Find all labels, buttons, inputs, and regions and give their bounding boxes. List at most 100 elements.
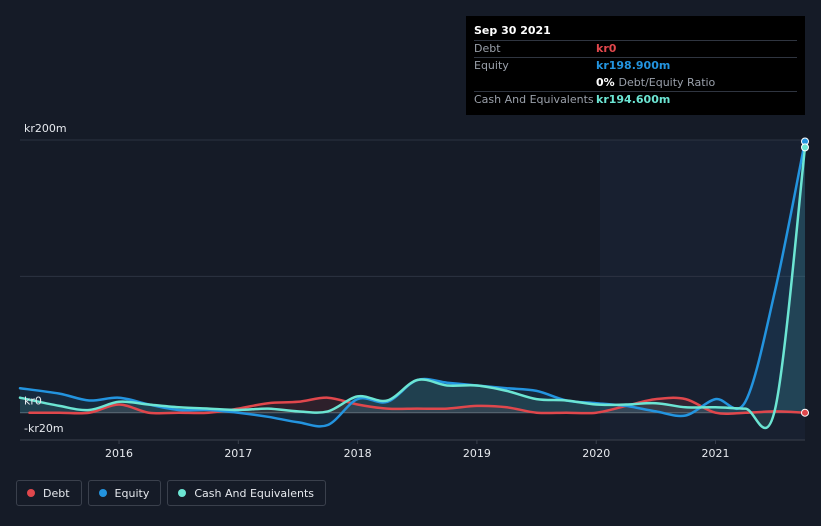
y-tick-label: kr200m <box>24 122 67 135</box>
tooltip-value-ratio: 0% Debt/Equity Ratio <box>596 75 715 91</box>
point-cash-and-equivalents <box>207 407 210 410</box>
legend-label-cash: Cash And Equivalents <box>194 486 314 500</box>
point-cash-and-equivalents <box>18 396 21 399</box>
point-cash-and-equivalents <box>88 408 91 411</box>
point-cash-and-equivalents <box>445 384 448 387</box>
point-cash-and-equivalents <box>505 389 508 392</box>
x-tick-label: 2017 <box>224 447 252 460</box>
point-debt <box>654 397 657 400</box>
tooltip-value-equity: kr198.900m <box>596 59 671 72</box>
point-debt <box>207 411 210 414</box>
point-equity <box>774 288 777 291</box>
point-debt <box>326 396 329 399</box>
legend-label-debt: Debt <box>43 486 70 500</box>
tooltip-label-cash: Cash And Equivalents <box>474 93 594 106</box>
ratio-caption: Debt/Equity Ratio <box>618 76 716 89</box>
point-equity <box>18 387 21 390</box>
y-tick-label: -kr20m <box>24 422 64 435</box>
end-marker-cash-and-equivalents <box>801 143 809 152</box>
point-cash-and-equivalents <box>475 384 478 387</box>
point-equity <box>117 396 120 399</box>
point-equity <box>654 410 657 413</box>
point-equity <box>356 397 359 400</box>
point-debt <box>28 411 31 414</box>
y-axis-labels: kr200m kr0 -kr20m <box>24 122 67 435</box>
point-debt <box>684 397 687 400</box>
end-marker-debt <box>801 408 809 417</box>
x-axis-labels: 2016 2017 2018 2019 2020 2021 <box>105 440 730 460</box>
tooltip-label-equity: Equity <box>474 59 509 72</box>
point-cash-and-equivalents <box>326 410 329 413</box>
tooltip-value-debt: kr0 <box>596 42 617 55</box>
point-cash-and-equivalents <box>296 410 299 413</box>
legend-dot-equity <box>98 489 107 497</box>
point-cash-and-equivalents <box>565 399 568 402</box>
point-equity <box>445 381 448 384</box>
point-cash-and-equivalents <box>356 395 359 398</box>
point-equity <box>684 414 687 417</box>
point-cash-and-equivalents <box>147 403 150 406</box>
point-cash-and-equivalents <box>774 407 777 410</box>
x-tick-label: 2016 <box>105 447 133 460</box>
point-debt <box>267 402 270 405</box>
point-debt <box>177 411 180 414</box>
legend-item-debt[interactable]: Debt <box>16 480 82 506</box>
point-equity <box>326 423 329 426</box>
x-tick-label: 2019 <box>463 447 491 460</box>
point-debt <box>356 403 359 406</box>
point-cash-and-equivalents <box>684 406 687 409</box>
tooltip-panel: Sep 30 2021 Debt kr0 Equity kr198.900m 0… <box>466 16 805 115</box>
point-equity <box>177 408 180 411</box>
legend-label-equity: Equity <box>114 486 150 500</box>
end-markers <box>18 137 809 426</box>
point-cash-and-equivalents <box>416 378 419 381</box>
point-debt <box>714 411 717 414</box>
point-cash-and-equivalents <box>654 402 657 405</box>
point-debt <box>416 407 419 410</box>
point-equity <box>535 389 538 392</box>
line-cash-and-equivalents <box>18 146 807 430</box>
line-debt <box>28 396 807 416</box>
ratio-value: 0% <box>596 76 615 89</box>
point-debt <box>595 411 598 414</box>
point-cash-and-equivalents <box>595 403 598 406</box>
tooltip-row-cash: Cash And Equivalents kr194.600m <box>474 91 797 108</box>
point-equity <box>58 392 61 395</box>
point-debt <box>88 411 91 414</box>
point-debt <box>744 411 747 414</box>
point-cash-and-equivalents <box>237 408 240 411</box>
point-equity <box>296 421 299 424</box>
point-debt <box>296 400 299 403</box>
x-tick-label: 2018 <box>344 447 372 460</box>
x-tick-label: 2021 <box>702 447 730 460</box>
point-equity <box>88 399 91 402</box>
point-cash-and-equivalents <box>386 399 389 402</box>
point-debt <box>565 411 568 414</box>
point-debt <box>58 411 61 414</box>
point-debt <box>774 410 777 413</box>
point-debt <box>505 406 508 409</box>
point-cash-and-equivalents <box>117 400 120 403</box>
point-cash-and-equivalents <box>744 407 747 410</box>
series-lines <box>18 140 807 430</box>
line-equity <box>18 140 807 428</box>
point-cash-and-equivalents <box>624 403 627 406</box>
point-cash-and-equivalents <box>714 406 717 409</box>
tooltip-label-ratio <box>474 75 596 91</box>
y-tick-label: kr0 <box>24 395 42 408</box>
point-debt <box>475 404 478 407</box>
plot-right-band <box>600 140 805 440</box>
tooltip-row-debt: Debt kr0 <box>474 40 797 57</box>
tooltip-row-equity: Equity kr198.900m <box>474 57 797 74</box>
legend-item-equity[interactable]: Equity <box>87 480 162 506</box>
point-debt <box>535 411 538 414</box>
point-equity <box>237 411 240 414</box>
tooltip-label-debt: Debt <box>474 42 501 55</box>
legend-dot-cash <box>178 489 187 497</box>
point-equity <box>505 387 508 390</box>
point-equity <box>714 397 717 400</box>
x-tick-label: 2020 <box>582 447 610 460</box>
point-cash-and-equivalents <box>535 397 538 400</box>
legend-item-cash[interactable]: Cash And Equivalents <box>167 480 326 506</box>
